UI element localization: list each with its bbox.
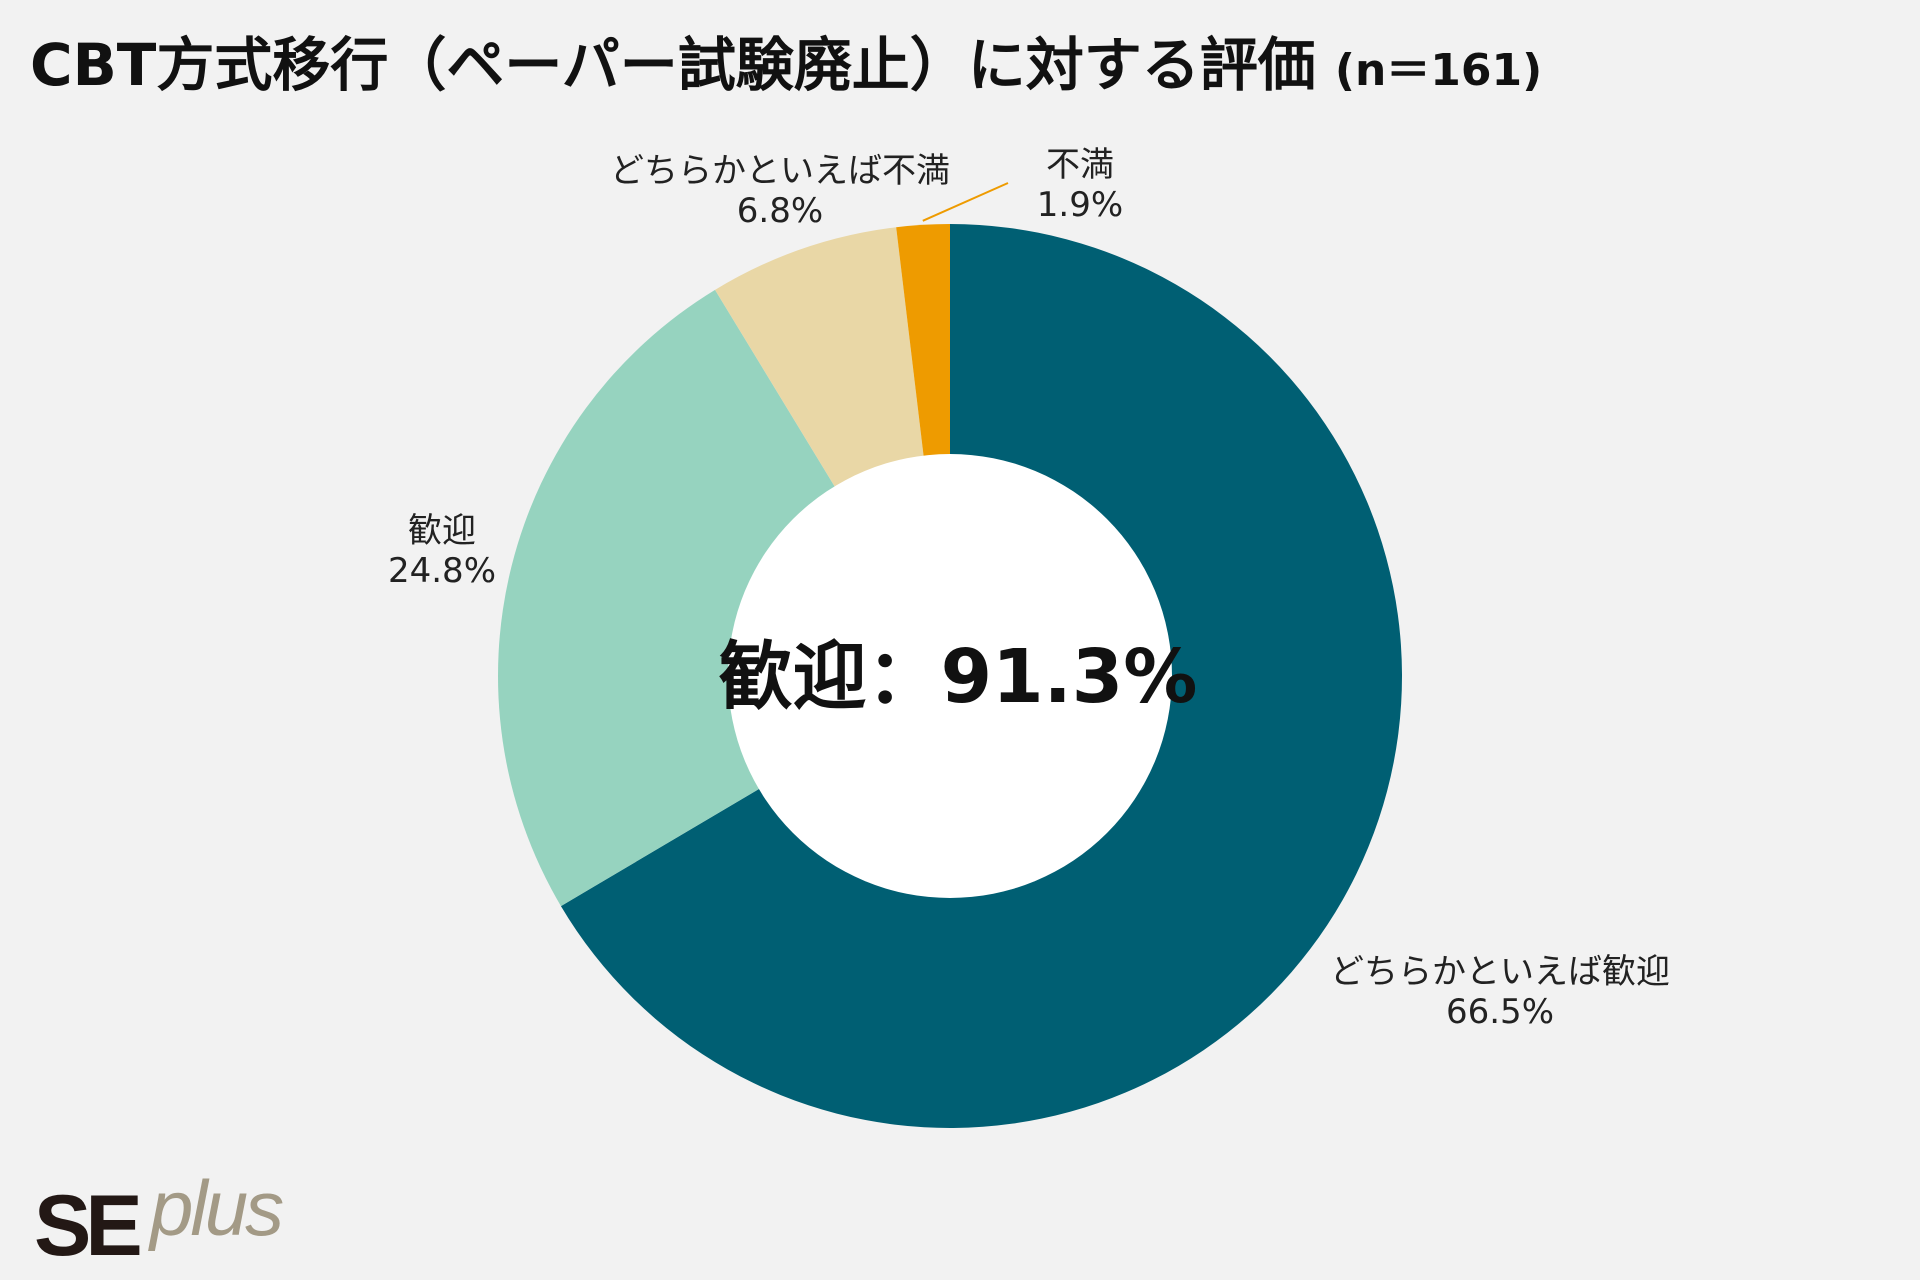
slice-label-1: どちらかといえば歓迎: [1330, 952, 1670, 992]
logo-se-text: SE: [34, 1178, 139, 1274]
slice-label-4: 不満: [1046, 145, 1114, 185]
center-label: 歓迎：91.3%: [719, 634, 1198, 720]
seplus-logo: SE plus: [34, 1164, 286, 1274]
slice-value-label-4: 1.9%: [1037, 185, 1123, 225]
slice-label-3: どちらかといえば不満: [610, 151, 950, 191]
chart-title-main: CBT方式移行（ペーパー試験廃止）に対する評価: [30, 31, 1316, 99]
slice-value-label-3: 6.8%: [737, 191, 823, 231]
chart-title: CBT方式移行（ペーパー試験廃止）に対する評価 (n＝161): [30, 31, 1542, 99]
slice-label-2: 歓迎: [408, 511, 476, 551]
donut-slice-2: [497, 289, 950, 907]
logo-plus-text: plus: [148, 1164, 283, 1252]
chart-sample-size: (n＝161): [1335, 45, 1542, 96]
slice-value-label-1: 66.5%: [1446, 992, 1554, 1032]
slice-value-label-2: 24.8%: [388, 551, 496, 591]
leader-line: [922, 182, 1009, 222]
donut-hole: [728, 454, 1172, 898]
